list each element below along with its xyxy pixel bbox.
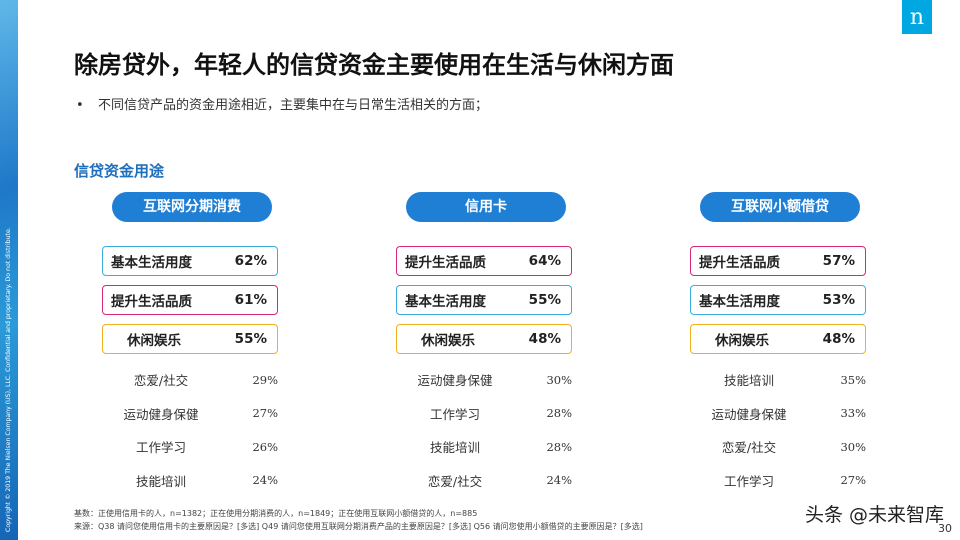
row-label: 运动健身保健 xyxy=(123,406,199,422)
column-header: 互联网小额借贷 xyxy=(700,192,860,222)
row-value: 57% xyxy=(822,253,855,269)
row-label: 技能培训 xyxy=(723,373,774,389)
list-item: 技能培训 35% xyxy=(686,363,876,397)
bullet-point: • 不同信贷产品的资金用途相近，主要集中在与日常生活相关的方面； xyxy=(76,94,488,113)
footnote-source: 来源：Q38 请问您使用信用卡的主要原因是？[多选] Q49 请问您使用互联网分… xyxy=(74,522,643,531)
row-label: 休闲娱乐 xyxy=(715,333,769,349)
row-value: 55% xyxy=(234,331,267,347)
row-value: 62% xyxy=(234,253,267,269)
highlight-row: 休闲娱乐 55% xyxy=(102,324,278,354)
row-label: 运动健身保健 xyxy=(417,373,493,389)
row-label: 基本生活用度 xyxy=(405,294,486,310)
row-value: 61% xyxy=(234,292,267,308)
list-item: 运动健身保健 33% xyxy=(686,397,876,431)
page-number: 30 xyxy=(938,522,952,535)
row-value: 53% xyxy=(822,292,855,308)
column-installment: 互联网分期消费 基本生活用度 62% 提升生活品质 61% 休闲娱乐 55% 恋… xyxy=(98,192,288,497)
row-value: 48% xyxy=(528,331,561,347)
row-label: 工作学习 xyxy=(135,440,186,456)
row-label: 工作学习 xyxy=(723,473,774,489)
row-value: 55% xyxy=(528,292,561,308)
row-label: 提升生活品质 xyxy=(405,255,486,271)
highlight-row: 基本生活用度 55% xyxy=(396,285,572,315)
row-label: 恋爱/社交 xyxy=(427,473,483,489)
page-title: 除房贷外，年轻人的信贷资金主要使用在生活与休闲方面 xyxy=(74,51,674,79)
row-label: 提升生活品质 xyxy=(699,255,780,271)
row-label: 恋爱/社交 xyxy=(721,440,777,456)
copyright-text: Copyright © 2019 The Nielsen Company (US… xyxy=(5,227,12,532)
row-value: 26% xyxy=(252,439,278,454)
highlight-row: 提升生活品质 57% xyxy=(690,246,866,276)
column-micro-loan: 互联网小额借贷 提升生活品质 57% 基本生活用度 53% 休闲娱乐 48% 技… xyxy=(686,192,876,497)
row-label: 技能培训 xyxy=(135,473,186,489)
section-label: 信贷资金用途 xyxy=(74,162,165,180)
bullet-text: 不同信贷产品的资金用途相近，主要集中在与日常生活相关的方面； xyxy=(98,98,489,113)
row-label: 技能培训 xyxy=(429,440,480,456)
row-value: 24% xyxy=(546,473,572,488)
bullet-icon: • xyxy=(76,98,84,113)
list-item: 运动健身保健 27% xyxy=(98,397,288,431)
watermark: 头条 @未来智库 xyxy=(804,504,944,526)
highlight-row: 基本生活用度 62% xyxy=(102,246,278,276)
row-value: 33% xyxy=(840,406,866,421)
row-value: 24% xyxy=(252,473,278,488)
list-item: 技能培训 24% xyxy=(98,464,288,498)
list-item: 运动健身保健 30% xyxy=(392,363,582,397)
highlight-row: 提升生活品质 61% xyxy=(102,285,278,315)
list-item: 恋爱/社交 24% xyxy=(392,464,582,498)
row-label: 恋爱/社交 xyxy=(133,373,189,389)
list-item: 恋爱/社交 30% xyxy=(686,430,876,464)
list-item: 工作学习 28% xyxy=(392,397,582,431)
row-value: 28% xyxy=(546,439,572,454)
row-value: 27% xyxy=(840,473,866,488)
row-value: 29% xyxy=(252,372,278,387)
row-label: 提升生活品质 xyxy=(111,294,192,310)
row-value: 28% xyxy=(546,406,572,421)
highlight-row: 基本生活用度 53% xyxy=(690,285,866,315)
nielsen-logo: n xyxy=(902,0,932,34)
row-label: 运动健身保健 xyxy=(711,406,787,422)
column-header: 信用卡 xyxy=(406,192,566,222)
row-value: 64% xyxy=(528,253,561,269)
row-value: 35% xyxy=(840,372,866,387)
highlight-row: 提升生活品质 64% xyxy=(396,246,572,276)
row-value: 27% xyxy=(252,406,278,421)
footnote-base: 基数：正使用信用卡的人，n=1382；正在使用分期消费的人，n=1849；正在使… xyxy=(74,509,478,518)
row-value: 30% xyxy=(840,439,866,454)
row-label: 休闲娱乐 xyxy=(421,333,475,349)
row-label: 基本生活用度 xyxy=(111,255,192,271)
list-item: 工作学习 26% xyxy=(98,430,288,464)
side-strip: Copyright © 2019 The Nielsen Company (US… xyxy=(0,0,18,540)
list-item: 工作学习 27% xyxy=(686,464,876,498)
column-credit-card: 信用卡 提升生活品质 64% 基本生活用度 55% 休闲娱乐 48% 运动健身保… xyxy=(392,192,582,497)
row-label: 休闲娱乐 xyxy=(127,333,181,349)
row-value: 48% xyxy=(822,331,855,347)
row-label: 基本生活用度 xyxy=(699,294,780,310)
row-value: 30% xyxy=(546,372,572,387)
highlight-row: 休闲娱乐 48% xyxy=(690,324,866,354)
highlight-row: 休闲娱乐 48% xyxy=(396,324,572,354)
column-header: 互联网分期消费 xyxy=(112,192,272,222)
row-label: 工作学习 xyxy=(429,406,480,422)
list-item: 技能培训 28% xyxy=(392,430,582,464)
list-item: 恋爱/社交 29% xyxy=(98,363,288,397)
